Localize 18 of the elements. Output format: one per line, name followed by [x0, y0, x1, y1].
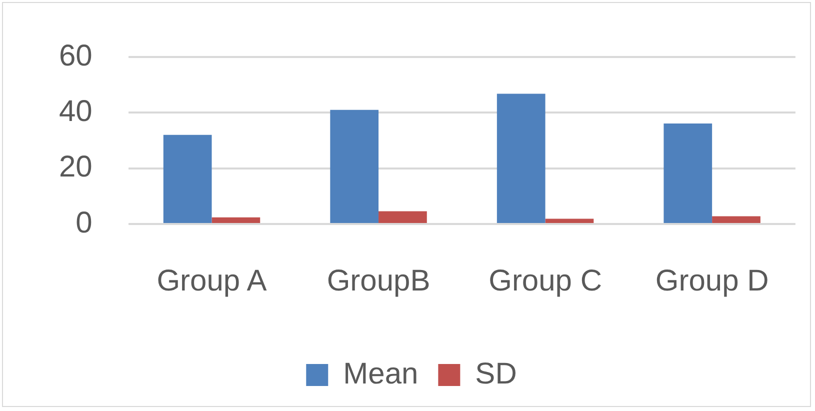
- bar: [330, 110, 379, 223]
- bar: [712, 216, 760, 223]
- bar: [212, 217, 260, 223]
- legend-label: Mean: [343, 357, 418, 390]
- y-tick-label: 20: [58, 150, 92, 184]
- y-tick-label: 60: [58, 39, 92, 72]
- x-tick-label: GroupB: [326, 264, 430, 298]
- bar: [163, 134, 212, 223]
- bar: [664, 124, 712, 223]
- x-tick-label: Group C: [488, 264, 602, 298]
- y-tick-label: 0: [76, 206, 92, 240]
- y-tick-label: 40: [58, 94, 92, 128]
- bar: [496, 94, 546, 223]
- x-tick-label: Group D: [655, 264, 769, 298]
- bar: [545, 218, 594, 223]
- bar: [378, 211, 427, 223]
- legend-label: SD: [475, 357, 517, 390]
- x-tick-label: Group A: [156, 264, 267, 298]
